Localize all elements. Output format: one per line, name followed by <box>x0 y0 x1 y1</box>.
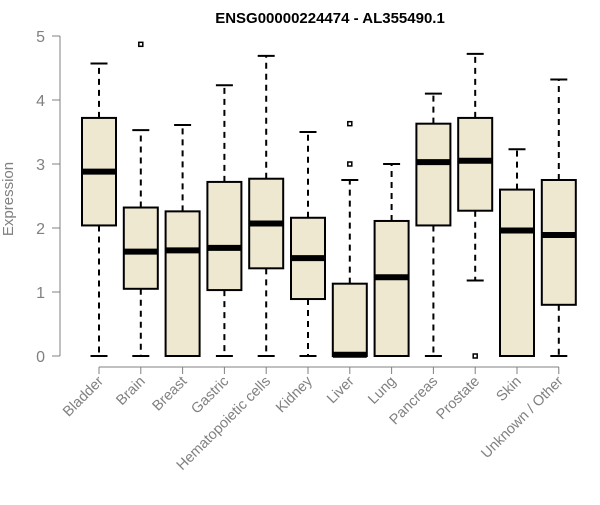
iqr-box <box>122 206 159 290</box>
iqr-box <box>415 122 452 227</box>
box-group-unknown-other <box>540 78 577 357</box>
y-tick-label: 5 <box>36 29 45 46</box>
box-group-kidney <box>290 131 326 357</box>
box-group-breast <box>164 123 201 357</box>
outlier-point <box>472 353 478 359</box>
box-group-brain <box>122 41 159 357</box>
y-axis-label: Expression <box>0 162 17 236</box>
boxes <box>81 41 577 359</box>
x-tick-label: Skin <box>494 374 525 405</box>
x-tick-label: Kidney <box>273 373 316 416</box>
y-tick-label: 2 <box>36 221 45 238</box>
y-tick-label: 0 <box>36 349 45 366</box>
x-tick-label: Lung <box>365 374 399 408</box>
iqr-box <box>373 219 410 357</box>
y-tick-label: 1 <box>36 285 45 302</box>
chart-title: ENSG00000224474 - AL355490.1 <box>215 10 445 27</box>
outlier-point <box>347 161 353 167</box>
outlier-point <box>138 41 144 48</box>
x-tick-label: Liver <box>324 373 358 407</box>
iqr-box <box>457 116 494 212</box>
iqr-box <box>331 282 368 357</box>
box-group-gastric <box>206 84 243 357</box>
x-tick-label: Breast <box>149 374 190 415</box>
iqr-box <box>499 188 535 357</box>
box-group-skin <box>499 148 535 357</box>
box-group-lung <box>373 163 410 357</box>
y-tick-label: 3 <box>36 157 45 174</box>
box-group-prostate <box>457 52 494 359</box>
outlier-point <box>347 120 353 127</box>
x-tick-label: Bladder <box>60 373 107 420</box>
box-group-pancreas <box>415 92 452 357</box>
x-tick-label: Brain <box>113 374 148 409</box>
box-group-bladder <box>81 62 117 357</box>
iqr-box <box>540 179 577 306</box>
iqr-box <box>164 210 201 357</box>
x-tick-label: Prostate <box>434 374 483 423</box>
y-tick-label: 4 <box>36 93 45 110</box>
y-ticks: 0 1 2 3 4 5 <box>36 29 60 366</box>
box-group-hematopoietic-cells <box>248 54 285 357</box>
box-group-liver <box>331 120 368 358</box>
iqr-box <box>206 180 243 292</box>
